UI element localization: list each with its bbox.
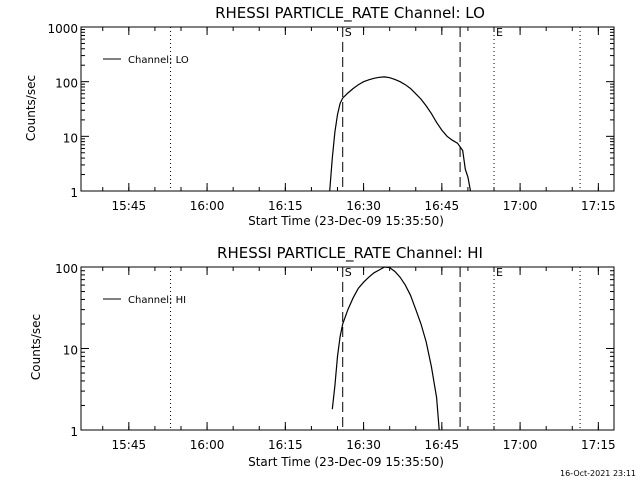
footer-timestamp: 16-Oct-2021 23:11: [560, 469, 636, 478]
panel-2-xtick-label: 16:30: [346, 438, 381, 452]
panel-1-plot-frame: [80, 26, 615, 192]
panel-1-xtick-label: 17:15: [581, 199, 616, 213]
panel-1-ytick-label: 1000: [47, 22, 78, 36]
panel-1-ytick-label: 1: [70, 186, 78, 200]
panel-1-ytick-label: 10: [63, 131, 78, 145]
panel-1-title: RHESSI PARTICLE_RATE Channel: LO: [215, 4, 485, 23]
panel-2-xtick-label: 16:00: [190, 438, 225, 452]
panel-1-marker-label-e: E: [496, 26, 503, 39]
panel-2-ytick-label: 1: [70, 425, 78, 439]
panel-1-series-line: [329, 76, 472, 192]
panel-2-marker-label-e: E: [496, 266, 503, 279]
panel-2-xtick-label: 16:15: [268, 438, 303, 452]
panel-2-marker-label-s: S: [345, 266, 352, 279]
panel-2-legend-label: Channel: HI: [128, 295, 186, 306]
panel-2-xtick-label: 16:45: [425, 438, 460, 452]
panel-2-plot-frame: [80, 266, 615, 431]
panel-1-ylabel: Counts/sec: [24, 75, 38, 141]
panel-1-marker-label-s: S: [345, 26, 352, 39]
panel-1-xtick-label: 16:30: [346, 199, 381, 213]
panel-1-xtick-label: 17:00: [503, 199, 538, 213]
panel-2-xtick-label: 17:15: [581, 438, 616, 452]
panel-1-xtick-label: 16:45: [425, 199, 460, 213]
panel-2-title: RHESSI PARTICLE_RATE Channel: HI: [217, 244, 483, 263]
panel-2-series-line: [331, 266, 440, 431]
panel-1-xtick-label: 15:45: [112, 199, 147, 213]
panel-1-xlabel: Start Time (23-Dec-09 15:35:50): [248, 214, 444, 228]
panel-2-xtick-label: 17:00: [503, 438, 538, 452]
panel-2-ytick-label: 10: [63, 344, 78, 358]
panel-1-xtick-label: 16:15: [268, 199, 303, 213]
panel-2-ytick-label: 100: [55, 262, 78, 276]
panel-2-xlabel: Start Time (23-Dec-09 15:35:50): [248, 455, 444, 469]
panel-1-xtick-label: 16:00: [190, 199, 225, 213]
panel-1-ytick-label: 100: [55, 77, 78, 91]
panel-2-ylabel: Counts/sec: [29, 314, 43, 380]
panel-1-legend-label: Channel: LO: [128, 55, 189, 66]
panel-2-xtick-label: 15:45: [112, 438, 147, 452]
